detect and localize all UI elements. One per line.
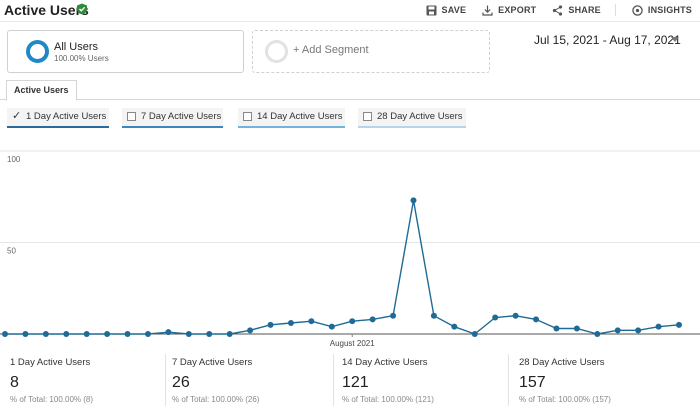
- action-divider: [614, 4, 616, 16]
- data-point: [267, 321, 274, 328]
- share-label: SHARE: [568, 5, 601, 15]
- checkmark-icon: ✓: [12, 110, 22, 122]
- stat-total: % of Total: 100.00% (8): [10, 395, 94, 404]
- insights-label: INSIGHTS: [647, 5, 692, 15]
- metric-toggle-label: 1 Day Active Users: [26, 111, 107, 122]
- data-point: [533, 316, 540, 323]
- stat-value: 121: [342, 374, 369, 391]
- data-point: [124, 331, 131, 337]
- stat-divider: [508, 354, 509, 406]
- stat-label: 14 Day Active Users: [342, 357, 428, 368]
- active-users-line-chart: 100 50 August 2021: [0, 150, 700, 348]
- data-point: [349, 318, 356, 325]
- data-point: [63, 331, 70, 337]
- insights-icon: [632, 4, 643, 16]
- data-point: [614, 327, 621, 334]
- save-button[interactable]: SAVE: [426, 5, 467, 16]
- stat-label: 28 Day Active Users: [519, 357, 605, 368]
- stat-total: % of Total: 100.00% (121): [342, 395, 434, 404]
- report-actions: SAVE EXPORT SHARE INSIGHTS: [410, 4, 692, 16]
- metric-toggle-14-day[interactable]: 14 Day Active Users: [238, 108, 345, 128]
- stat-value: 8: [10, 374, 19, 391]
- series-line: [5, 200, 680, 335]
- data-point: [594, 331, 601, 337]
- date-range-picker[interactable]: Jul 15, 2021 - Aug 17, 2021: [534, 33, 681, 47]
- stat-value: 26: [172, 374, 190, 391]
- data-point: [553, 325, 560, 332]
- data-point: [451, 323, 458, 330]
- stat-total: % of Total: 100.00% (157): [519, 395, 611, 404]
- data-point: [226, 331, 233, 337]
- stat-divider: [165, 354, 166, 406]
- share-icon: [553, 4, 563, 16]
- data-point: [655, 323, 662, 330]
- empty-segment-ring-icon: [265, 40, 288, 63]
- add-segment-label: + Add Segment: [293, 44, 369, 56]
- segment-percentage: 100.00% Users: [54, 54, 109, 63]
- chevron-down-icon[interactable]: [671, 37, 679, 42]
- data-point: [287, 320, 294, 327]
- tab-bar: Active Users: [0, 80, 700, 101]
- download-icon: [482, 5, 493, 16]
- data-point: [42, 331, 49, 337]
- report-header: Active Users SAVE EXPORT: [0, 0, 700, 22]
- metric-toggle-1-day[interactable]: ✓ 1 Day Active Users: [7, 108, 109, 128]
- share-button[interactable]: SHARE: [552, 4, 601, 16]
- data-point: [2, 331, 8, 337]
- data-point: [247, 327, 254, 334]
- page-title: Active Users: [4, 2, 89, 18]
- stat-1-day: 1 Day Active Users 8 % of Total: 100.00%…: [10, 354, 160, 410]
- data-point: [430, 312, 437, 319]
- verified-shield-icon: [77, 3, 87, 15]
- save-icon: [426, 5, 437, 15]
- data-point: [22, 331, 29, 337]
- export-label: EXPORT: [498, 5, 537, 15]
- checkbox-icon: [243, 112, 252, 121]
- data-point: [676, 321, 682, 328]
- metric-toggle-label: 14 Day Active Users: [257, 111, 343, 122]
- stat-label: 1 Day Active Users: [10, 357, 91, 368]
- stat-28-day: 28 Day Active Users 157 % of Total: 100.…: [519, 354, 689, 410]
- data-point: [165, 329, 172, 336]
- data-point: [471, 331, 478, 337]
- export-button[interactable]: EXPORT: [482, 5, 536, 16]
- stat-divider: [333, 354, 334, 406]
- data-point: [83, 331, 90, 337]
- data-point: [308, 318, 315, 325]
- data-point: [573, 325, 580, 332]
- checkbox-icon: [363, 112, 372, 121]
- stat-7-day: 7 Day Active Users 26 % of Total: 100.00…: [172, 354, 327, 410]
- segment-all-users[interactable]: All Users 100.00% Users: [7, 30, 244, 73]
- data-point: [512, 312, 519, 319]
- data-point: [369, 316, 376, 323]
- data-point: [144, 331, 151, 337]
- metric-toggle-label: 7 Day Active Users: [141, 111, 222, 122]
- add-segment-button[interactable]: + Add Segment: [252, 30, 490, 73]
- stat-total: % of Total: 100.00% (26): [172, 395, 260, 404]
- metric-toggle-label: 28 Day Active Users: [377, 111, 463, 122]
- x-axis-label: August 2021: [330, 339, 375, 348]
- data-point: [410, 197, 417, 204]
- data-point: [185, 331, 192, 337]
- data-point: [492, 314, 499, 321]
- tab-active-users[interactable]: Active Users: [6, 80, 77, 101]
- data-point: [390, 312, 397, 319]
- data-point: [104, 331, 111, 337]
- stat-label: 7 Day Active Users: [172, 357, 253, 368]
- segment-ring-icon: [26, 40, 49, 63]
- stat-value: 157: [519, 374, 546, 391]
- save-label: SAVE: [441, 5, 467, 15]
- metric-toggle-7-day[interactable]: 7 Day Active Users: [122, 108, 223, 128]
- stat-14-day: 14 Day Active Users 121 % of Total: 100.…: [342, 354, 502, 410]
- segment-name: All Users: [54, 41, 99, 53]
- insights-button[interactable]: INSIGHTS: [632, 4, 692, 16]
- y-tick-label: 50: [7, 247, 16, 256]
- metric-toggle-28-day[interactable]: 28 Day Active Users: [358, 108, 466, 128]
- data-point: [328, 323, 335, 330]
- data-point: [635, 327, 642, 334]
- data-point: [206, 331, 213, 337]
- y-tick-label: 100: [7, 155, 21, 164]
- checkbox-icon: [127, 112, 136, 121]
